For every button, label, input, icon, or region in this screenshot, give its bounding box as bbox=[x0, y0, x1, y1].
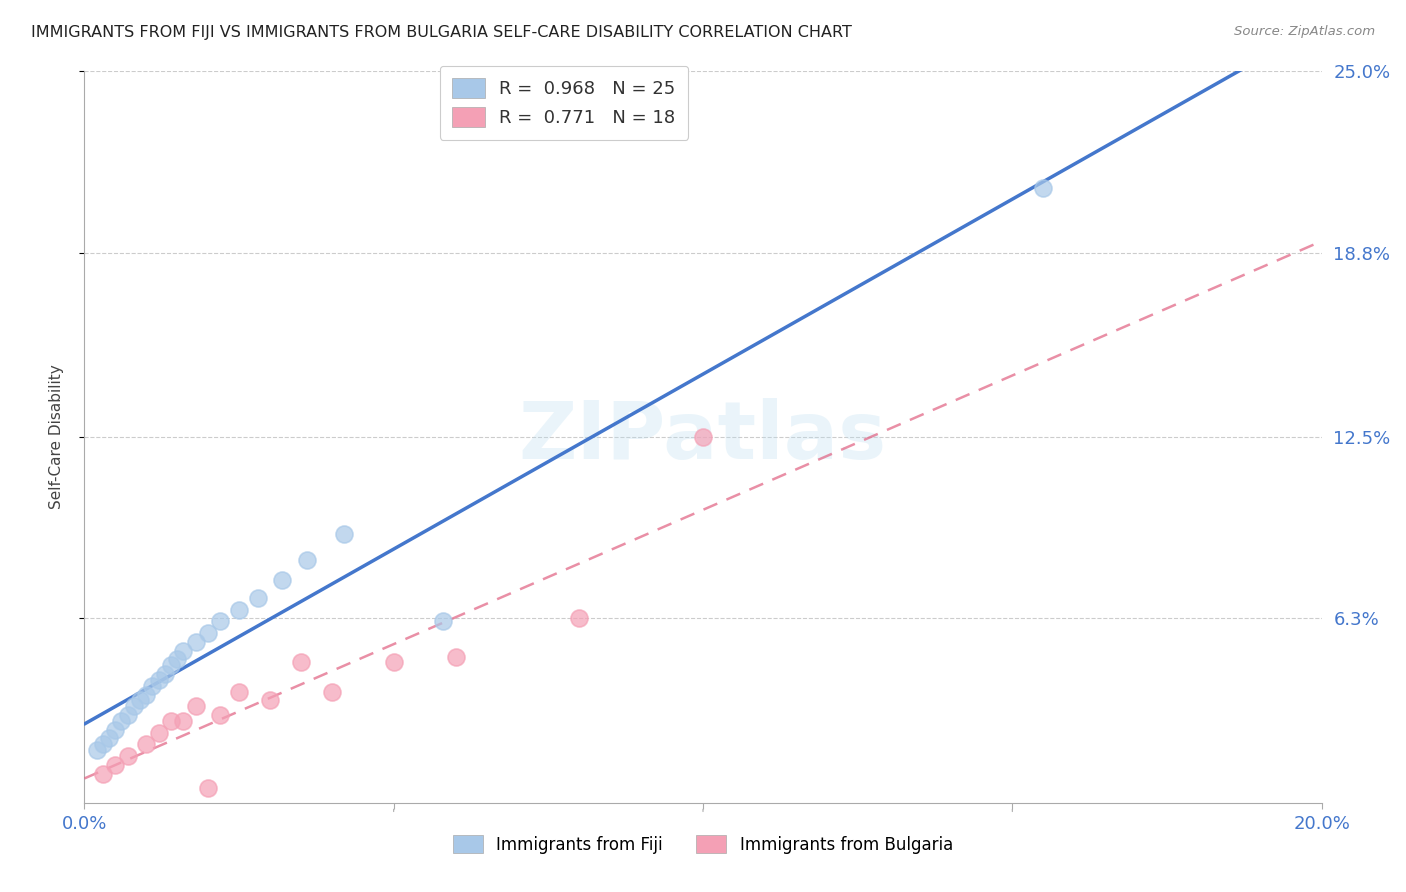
Point bbox=[295, 553, 318, 567]
Point bbox=[148, 725, 170, 739]
Point bbox=[184, 699, 207, 714]
Point bbox=[432, 615, 454, 629]
Point bbox=[290, 656, 312, 670]
Point bbox=[135, 737, 157, 751]
Point bbox=[197, 781, 219, 796]
Point bbox=[122, 699, 145, 714]
Point bbox=[333, 526, 356, 541]
Point bbox=[141, 679, 163, 693]
Point bbox=[444, 649, 467, 664]
Point bbox=[692, 430, 714, 444]
Point bbox=[228, 603, 250, 617]
Point bbox=[246, 591, 269, 605]
Point bbox=[117, 749, 139, 764]
Y-axis label: Self-Care Disability: Self-Care Disability bbox=[49, 365, 63, 509]
Point bbox=[209, 708, 232, 723]
Point bbox=[160, 714, 183, 728]
Point bbox=[135, 688, 157, 702]
Point bbox=[153, 667, 176, 681]
Point bbox=[568, 611, 591, 625]
Point bbox=[166, 652, 188, 666]
Point bbox=[129, 693, 152, 707]
Point bbox=[104, 723, 127, 737]
Point bbox=[104, 757, 127, 772]
Point bbox=[86, 743, 108, 757]
Point bbox=[172, 714, 194, 728]
Point bbox=[172, 643, 194, 657]
Point bbox=[209, 615, 232, 629]
Point bbox=[382, 656, 405, 670]
Point bbox=[184, 635, 207, 649]
Text: IMMIGRANTS FROM FIJI VS IMMIGRANTS FROM BULGARIA SELF-CARE DISABILITY CORRELATIO: IMMIGRANTS FROM FIJI VS IMMIGRANTS FROM … bbox=[31, 25, 852, 40]
Point bbox=[148, 673, 170, 687]
Point bbox=[117, 708, 139, 723]
Point bbox=[110, 714, 132, 728]
Point bbox=[91, 737, 114, 751]
Point bbox=[197, 626, 219, 640]
Point bbox=[160, 658, 183, 673]
Text: ZIPatlas: ZIPatlas bbox=[519, 398, 887, 476]
Point bbox=[271, 574, 294, 588]
Text: Source: ZipAtlas.com: Source: ZipAtlas.com bbox=[1234, 25, 1375, 38]
Point bbox=[228, 684, 250, 698]
Legend: Immigrants from Fiji, Immigrants from Bulgaria: Immigrants from Fiji, Immigrants from Bu… bbox=[446, 829, 960, 860]
Point bbox=[98, 731, 121, 746]
Point bbox=[1032, 181, 1054, 195]
Point bbox=[91, 766, 114, 780]
Point bbox=[321, 684, 343, 698]
Point bbox=[259, 693, 281, 707]
